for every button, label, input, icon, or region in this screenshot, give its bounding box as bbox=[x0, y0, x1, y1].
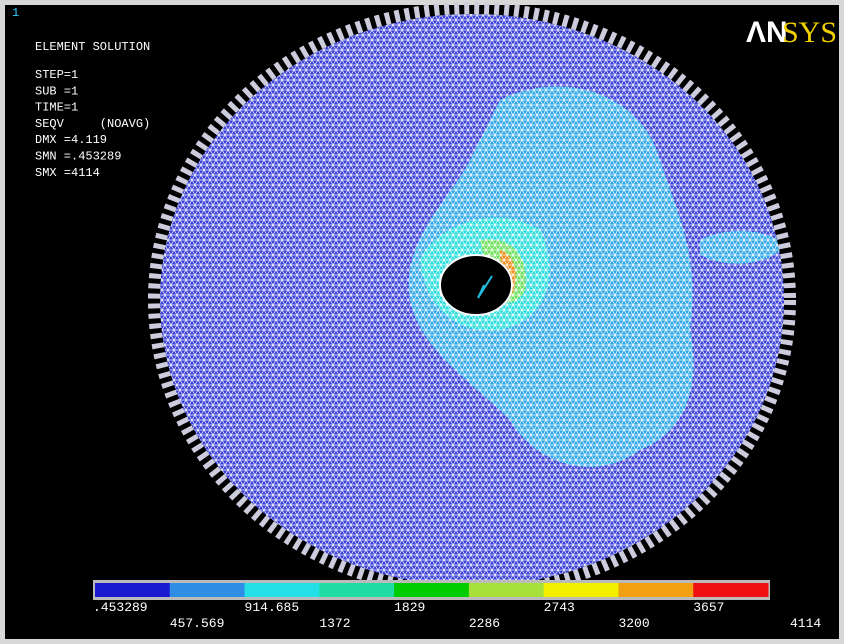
info-line: TIME=1 bbox=[35, 101, 78, 115]
legend-label: 457.569 bbox=[170, 616, 225, 631]
legend-label: 2743 bbox=[544, 600, 575, 615]
ansys-window: 1 ΛN SYS ELEMENT SOLUTION STEP=1 SUB =1 TIM… bbox=[0, 0, 844, 644]
legend-swatch bbox=[245, 583, 320, 597]
info-line: DMX =4.119 bbox=[35, 133, 107, 147]
legend-label: 3200 bbox=[618, 616, 649, 631]
legend-swatch bbox=[319, 583, 394, 597]
info-line: SMX =4114 bbox=[35, 166, 100, 180]
legend-label: 914.685 bbox=[245, 600, 300, 615]
legend-label: 4114 bbox=[790, 616, 821, 631]
legend-swatch bbox=[618, 583, 693, 597]
legend-swatch bbox=[394, 583, 469, 597]
info-line: SMN =.453289 bbox=[35, 150, 121, 164]
legend-label: .453289 bbox=[93, 600, 148, 615]
legend-swatch bbox=[544, 583, 619, 597]
info-line: ELEMENT SOLUTION bbox=[35, 40, 150, 54]
legend-label: 1372 bbox=[319, 616, 350, 631]
logo-right: SYS bbox=[782, 16, 837, 49]
legend-swatch bbox=[469, 583, 544, 597]
legend-label: 1829 bbox=[394, 600, 425, 615]
legend-label: 2286 bbox=[469, 616, 500, 631]
info-line: SUB =1 bbox=[35, 84, 78, 98]
info-line: STEP=1 bbox=[35, 68, 78, 82]
info-line: SEQV (NOAVG) bbox=[35, 117, 150, 131]
legend-label: 3657 bbox=[693, 600, 724, 615]
legend-swatch bbox=[170, 583, 245, 597]
hole bbox=[440, 255, 512, 315]
window-number: 1 bbox=[12, 6, 19, 20]
legend-swatch bbox=[693, 583, 768, 597]
logo: ΛN SYS bbox=[746, 16, 837, 49]
legend-swatch bbox=[95, 583, 170, 597]
